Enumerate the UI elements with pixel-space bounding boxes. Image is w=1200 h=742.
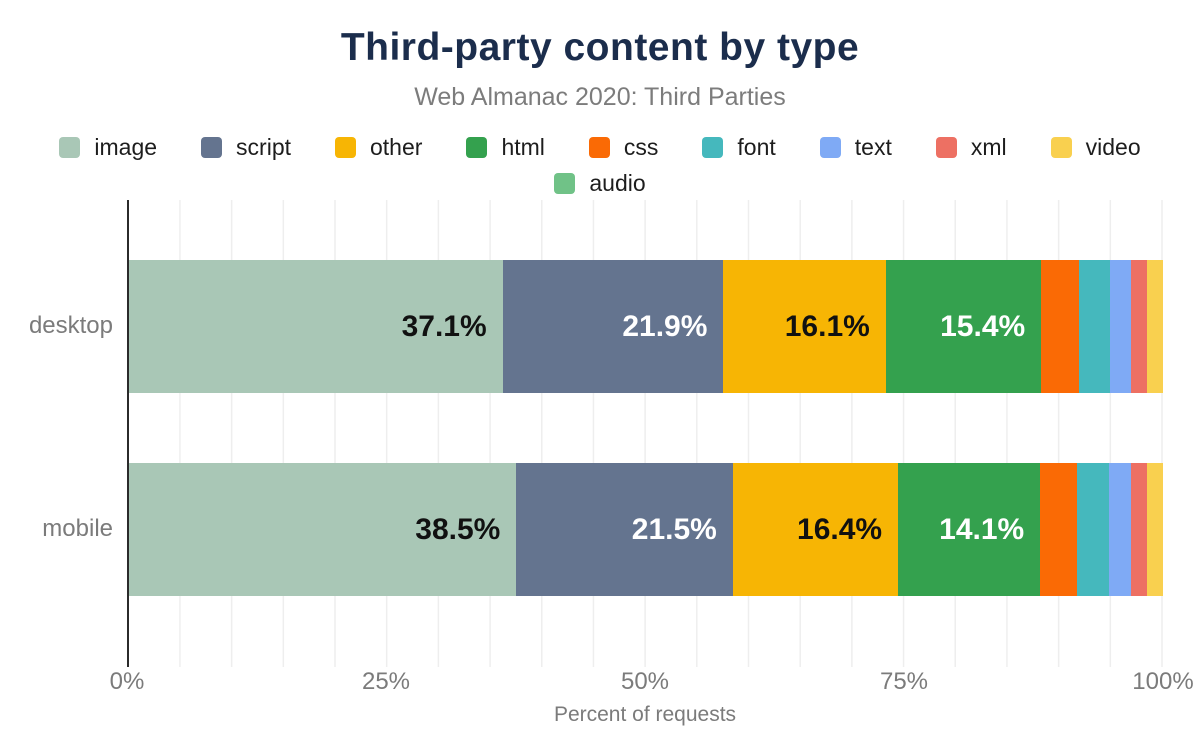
bar-segment-desktop-video xyxy=(1147,260,1163,393)
y-axis-label-mobile: mobile xyxy=(42,515,113,542)
legend-row-1: audio xyxy=(554,170,646,197)
x-axis-title: Percent of requests xyxy=(553,703,737,726)
chart-title: Third-party content by type xyxy=(340,26,860,69)
bar-value-label-desktop-other: 16.1% xyxy=(784,309,870,343)
legend-item-css: css xyxy=(588,134,659,161)
bar-value-label-mobile-html: 14.1% xyxy=(939,512,1025,546)
bar-value-label-desktop-image: 37.1% xyxy=(401,309,487,343)
legend-item-text: text xyxy=(819,134,892,161)
bar-mobile: 38.5% 21.5% 16.4% 14.1% xyxy=(129,463,1163,596)
legend-label-css: css xyxy=(623,134,659,160)
legend-label-image: image xyxy=(94,134,158,160)
bar-segment-mobile-video xyxy=(1147,463,1163,596)
legend-swatch-image xyxy=(59,137,81,158)
x-tick-25%: 25% xyxy=(361,668,411,695)
legend-label-other: other xyxy=(370,134,423,160)
y-axis-label-desktop: desktop xyxy=(28,312,113,339)
bar-segment-desktop-other: 16.1% xyxy=(723,260,886,393)
bar-segment-desktop-html: 15.4% xyxy=(885,260,1042,393)
bar-desktop: 37.1% 21.9% 16.1% 15.4% xyxy=(129,260,1163,393)
x-axis-ticks: 0% 25% 50% 75% 100% xyxy=(110,668,1194,698)
legend-swatch-script xyxy=(201,137,223,158)
legend-swatch-font xyxy=(702,137,724,158)
legend-swatch-xml xyxy=(935,137,957,158)
bar-value-label-desktop-script: 21.9% xyxy=(622,309,708,343)
chart-subtitle: Web Almanac 2020: Third Parties xyxy=(414,83,786,111)
legend-item-other: other xyxy=(335,134,422,161)
legend-swatch-css xyxy=(588,137,610,158)
x-tick-0%: 0% xyxy=(109,668,145,695)
bar-segment-mobile-xml xyxy=(1131,463,1147,596)
bar-segment-mobile-font xyxy=(1076,463,1110,596)
bar-segment-desktop-text xyxy=(1110,260,1131,393)
legend-row-0: image script other html css font text xml video xyxy=(59,134,1141,161)
legend-item-html: html xyxy=(466,134,545,161)
legend-swatch-text xyxy=(819,137,841,158)
bar-segment-mobile-html: 14.1% xyxy=(898,463,1041,596)
x-tick-75%: 75% xyxy=(879,668,929,695)
legend-label-video: video xyxy=(1085,134,1141,160)
bar-segment-desktop-css xyxy=(1041,260,1079,393)
bar-segment-mobile-other: 16.4% xyxy=(732,463,899,596)
legend-item-video: video xyxy=(1050,134,1141,161)
legend-label-text: text xyxy=(854,134,892,160)
x-tick-100%: 100% xyxy=(1132,668,1194,695)
legend-item-font: font xyxy=(702,134,776,161)
legend-swatch-other xyxy=(335,137,356,158)
x-tick-50%: 50% xyxy=(620,668,670,695)
legend-swatch-audio xyxy=(554,173,576,194)
bar-segment-mobile-image: 38.5% xyxy=(129,463,517,596)
legend: image script other html css font text xml video a… xyxy=(0,134,1200,197)
legend-label-script: script xyxy=(236,134,291,160)
bar-segment-mobile-css xyxy=(1040,463,1077,596)
legend-swatch-html xyxy=(466,137,488,158)
legend-label-audio: audio xyxy=(589,170,646,196)
legend-label-html: html xyxy=(501,134,545,160)
legend-label-font: font xyxy=(737,134,776,160)
bar-segment-mobile-script: 21.5% xyxy=(516,463,733,596)
bar-value-label-mobile-script: 21.5% xyxy=(631,512,717,546)
legend-label-xml: xml xyxy=(970,134,1007,160)
plot-area: 37.1% 21.9% 16.1% 15.4% 38.5% 21.5% 16.4% 14.1% xyxy=(127,200,1163,667)
bar-segment-desktop-image: 37.1% xyxy=(129,260,503,393)
legend-item-script: script xyxy=(201,134,291,161)
legend-item-audio: audio xyxy=(554,170,646,197)
legend-swatch-video xyxy=(1050,137,1072,158)
bar-value-label-desktop-html: 15.4% xyxy=(940,309,1026,343)
legend-item-xml: xml xyxy=(935,134,1007,161)
bar-segment-desktop-font xyxy=(1078,260,1111,393)
legend-item-image: image xyxy=(59,134,157,161)
bar-segment-desktop-xml xyxy=(1131,260,1147,393)
bar-segment-desktop-script: 21.9% xyxy=(502,260,724,393)
bar-segment-mobile-text xyxy=(1109,463,1131,596)
bar-value-label-mobile-other: 16.4% xyxy=(797,512,883,546)
bar-value-label-mobile-image: 38.5% xyxy=(415,512,501,546)
